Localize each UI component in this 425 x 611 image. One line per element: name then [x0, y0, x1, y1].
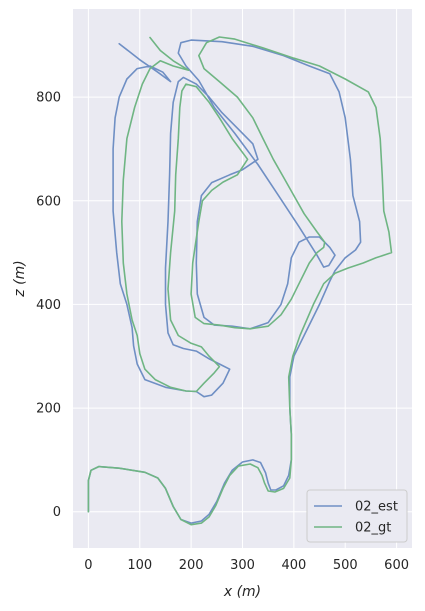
series-line-02_gt	[87, 36, 393, 526]
legend-box	[306, 489, 408, 543]
legend-label-02_gt: 02_gt	[355, 521, 391, 536]
y-axis-label: z (m)	[12, 260, 28, 297]
y-tick-label: 400	[36, 298, 61, 313]
y-tick-label: 800	[36, 91, 61, 106]
x-tick-label: 100	[127, 558, 152, 573]
x-tick-label: 400	[281, 558, 306, 573]
legend-label-02_est: 02_est	[355, 500, 398, 515]
x-tick-label: 0	[84, 558, 92, 573]
y-tick-labels: 0 200 400 600 800	[36, 91, 61, 521]
x-tick-label: 300	[230, 558, 255, 573]
x-tick-label: 200	[179, 558, 204, 573]
x-tick-labels: 0 100 200 300 400 500 600	[84, 558, 409, 573]
x-axis-label: x (m)	[223, 584, 261, 600]
y-tick-label: 200	[36, 402, 61, 417]
legend: 02_est 02_gt	[306, 489, 408, 543]
x-tick-label: 500	[333, 558, 358, 573]
series-lines	[87, 36, 393, 526]
y-tick-label: 600	[36, 194, 61, 209]
y-tick-label: 0	[53, 505, 61, 520]
x-tick-label: 600	[384, 558, 409, 573]
